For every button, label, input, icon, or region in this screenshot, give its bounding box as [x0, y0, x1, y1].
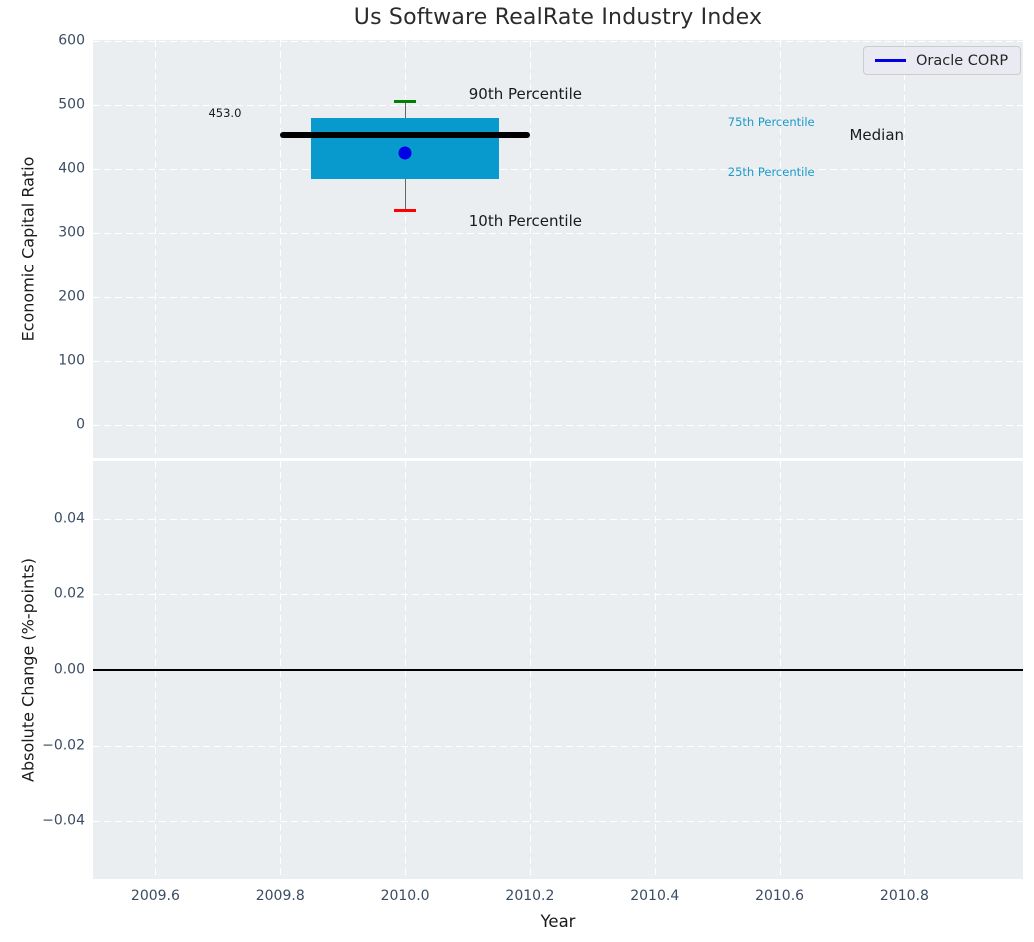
- h-gridline: [93, 105, 1023, 107]
- v-gridline: [529, 40, 531, 458]
- y-tick-label: −0.04: [42, 812, 85, 829]
- x-tick-label: 2009.8: [255, 888, 305, 904]
- x-tick-label: 2010.2: [505, 888, 555, 904]
- v-gridline: [405, 40, 407, 458]
- top-plot-area: [93, 40, 1023, 458]
- legend-line-icon: [875, 59, 906, 62]
- h-gridline: [93, 424, 1023, 426]
- v-gridline: [654, 40, 656, 458]
- annotation-10th-percentile: 10th Percentile: [468, 211, 582, 230]
- v-gridline: [280, 40, 282, 458]
- y-tick-label: 0.02: [53, 586, 85, 603]
- x-tick-label: 2010.8: [879, 888, 929, 904]
- boxplot-cap-90th: [394, 100, 416, 104]
- zero-reference-line: [93, 669, 1023, 671]
- chart-title: Us Software RealRate Industry Index: [353, 5, 763, 30]
- x-tick-label: 2010.6: [755, 888, 805, 904]
- y-axis-label-top: Economic Capital Ratio: [18, 156, 38, 342]
- y-tick-label: 400: [58, 160, 85, 177]
- h-gridline: [93, 594, 1023, 596]
- v-gridline: [779, 40, 781, 458]
- y-tick-label: 600: [58, 32, 85, 49]
- bottom-plot-area: [93, 461, 1023, 879]
- company-point: [398, 146, 412, 160]
- boxplot-cap-10th: [394, 209, 416, 213]
- annotation-453-0: 453.0: [208, 105, 242, 120]
- y-tick-label: −0.02: [42, 737, 85, 754]
- h-gridline: [93, 821, 1023, 823]
- y-tick-label: 100: [58, 352, 85, 369]
- y-tick-label: 0.04: [53, 510, 85, 527]
- annotation-90th-percentile: 90th Percentile: [468, 85, 582, 104]
- x-tick-label: 2009.6: [130, 888, 180, 904]
- v-gridline: [904, 40, 906, 458]
- boxplot-median-line: [280, 132, 530, 139]
- h-gridline: [93, 518, 1023, 520]
- y-tick-label: 500: [58, 96, 85, 113]
- v-gridline: [155, 40, 157, 458]
- annotation-median: Median: [849, 126, 905, 145]
- annotation-25th-percentile: 25th Percentile: [727, 164, 815, 179]
- h-gridline: [93, 745, 1023, 747]
- y-tick-label: 0.00: [53, 661, 85, 678]
- h-gridline: [93, 41, 1023, 43]
- x-tick-label: 2010.0: [380, 888, 430, 904]
- h-gridline: [93, 169, 1023, 171]
- annotation-75th-percentile: 75th Percentile: [727, 114, 815, 129]
- legend-label: Oracle CORP: [916, 52, 1009, 69]
- legend: Oracle CORP: [863, 46, 1022, 75]
- h-gridline: [93, 233, 1023, 235]
- x-axis-label: Year: [540, 912, 576, 931]
- y-tick-label: 0: [76, 416, 85, 433]
- y-tick-label: 300: [58, 224, 85, 241]
- h-gridline: [93, 296, 1023, 298]
- y-tick-label: 200: [58, 288, 85, 305]
- x-tick-label: 2010.4: [630, 888, 680, 904]
- h-gridline: [93, 360, 1023, 362]
